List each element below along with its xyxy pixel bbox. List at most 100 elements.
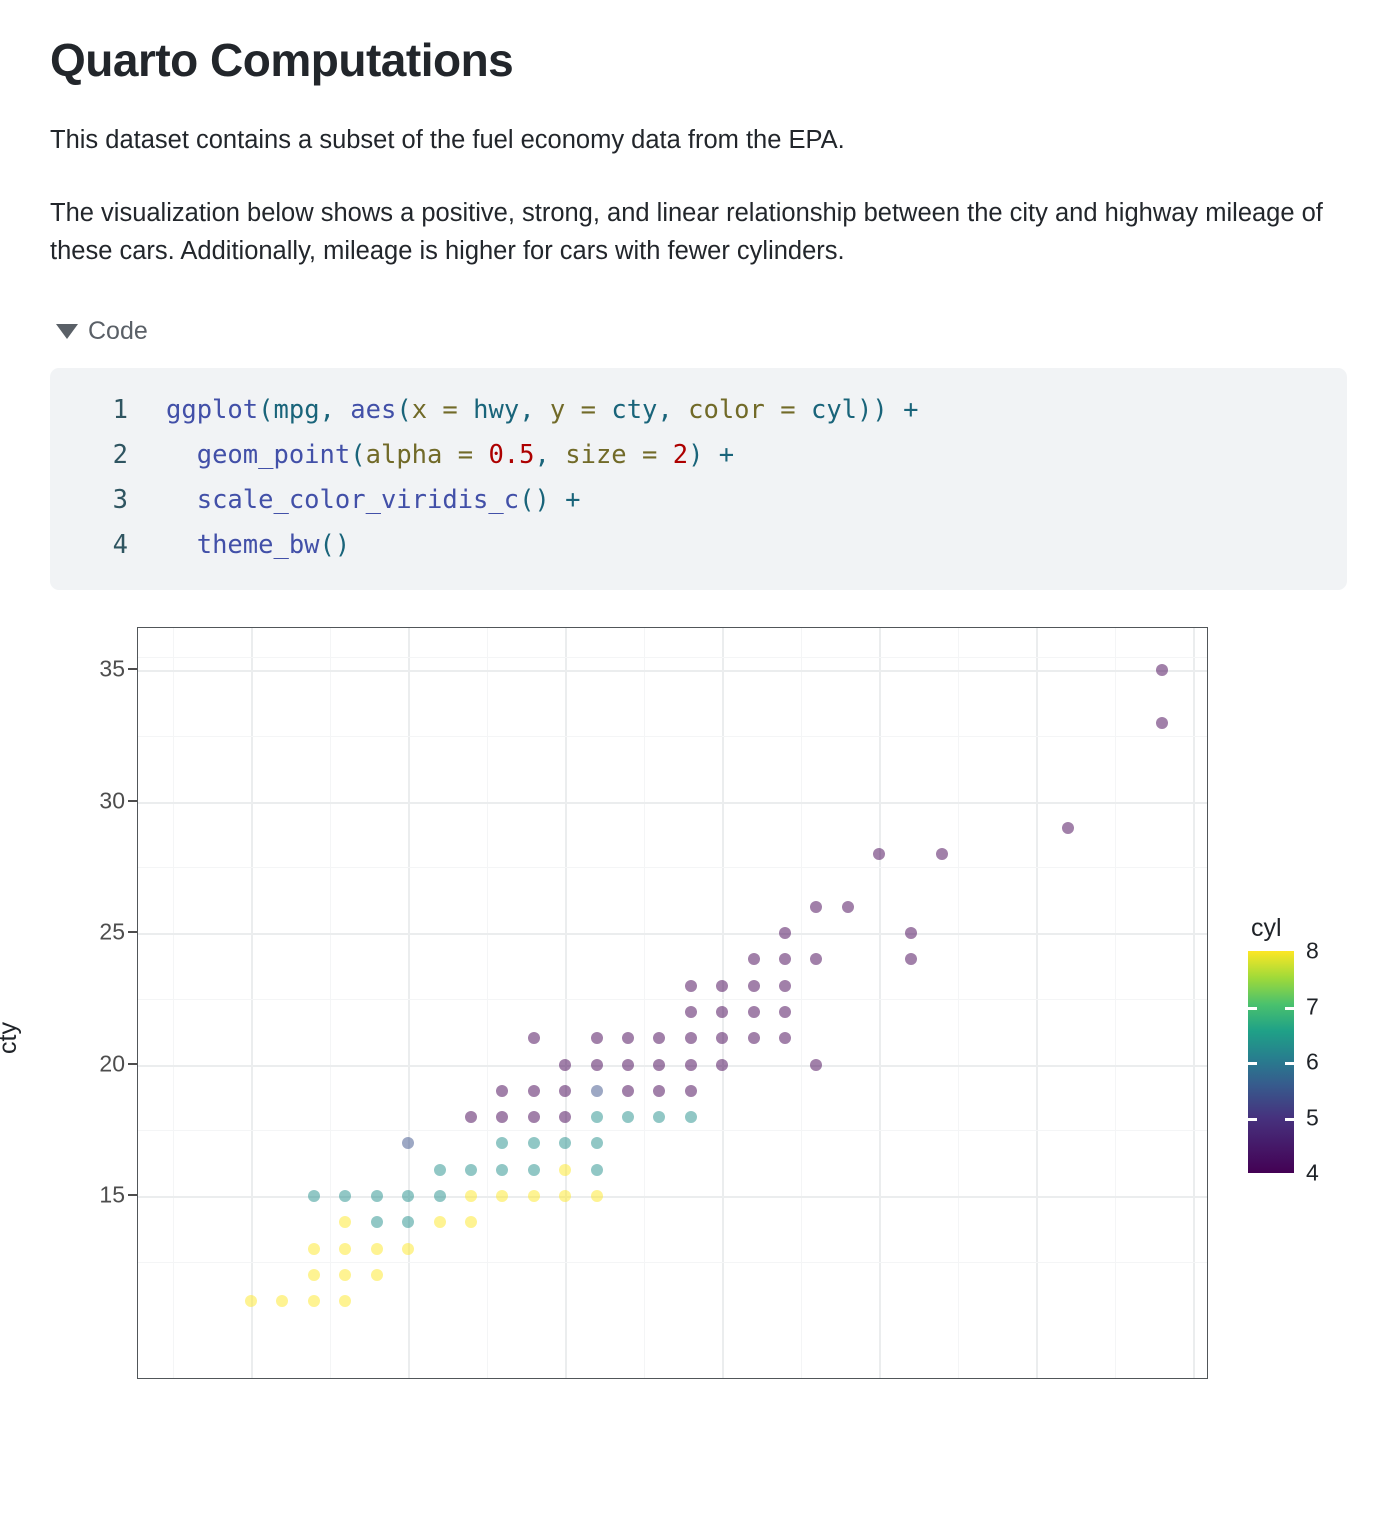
colorbar-tick-label: 6 (1306, 1048, 1319, 1075)
scatter-point (433, 1163, 446, 1176)
gridline-vertical (565, 628, 568, 1379)
y-axis-tick-label: 30 (99, 787, 125, 814)
code-line-number: 1 (112, 395, 128, 426)
scatter-point (747, 953, 760, 966)
plot-panel (137, 627, 1208, 1380)
gridline-horizontal (138, 998, 1207, 1000)
gridline-horizontal (138, 1064, 1207, 1067)
scatter-point (778, 1006, 791, 1019)
code-fold-label: Code (88, 317, 148, 346)
colorbar-tick-label: 5 (1306, 1104, 1319, 1131)
scatter-point (339, 1295, 352, 1308)
intro-paragraph: This dataset contains a subset of the fu… (50, 125, 845, 154)
scatter-point (684, 1084, 697, 1097)
scatter-point (527, 1111, 540, 1124)
code-line-number: 3 (112, 485, 128, 516)
scatter-point (621, 1084, 634, 1097)
scatter-point (402, 1190, 415, 1203)
scatter-point (527, 1137, 540, 1150)
gridline-vertical (486, 628, 488, 1379)
scatter-point (245, 1295, 258, 1308)
scatter-point (778, 1032, 791, 1045)
gridline-vertical (251, 628, 254, 1379)
scatter-point (464, 1216, 477, 1229)
scatter-point (464, 1190, 477, 1203)
gridline-horizontal (138, 670, 1207, 673)
scatter-point (716, 1058, 729, 1071)
gridline-horizontal (138, 1261, 1207, 1263)
scatter-point (590, 1058, 603, 1071)
gridline-vertical (329, 628, 331, 1379)
scatter-point (307, 1268, 320, 1281)
scatter-point (527, 1190, 540, 1203)
scatter-point (716, 1006, 729, 1019)
scatter-point (370, 1216, 383, 1229)
scatter-point (559, 1190, 572, 1203)
description-paragraph: The visualization below shows a positive… (50, 198, 1323, 266)
code-line: 4 theme_bw() (50, 523, 1347, 568)
gridline-vertical (1036, 628, 1039, 1379)
gridline-horizontal (138, 1130, 1207, 1132)
scatter-point (778, 979, 791, 992)
colorbar-tick (1248, 1062, 1257, 1066)
scatter-point (527, 1163, 540, 1176)
y-axis-tick-mark (128, 799, 137, 802)
scatter-point (339, 1242, 352, 1255)
scatter-point (339, 1268, 352, 1281)
scatter-point (527, 1032, 540, 1045)
scatter-point (402, 1137, 415, 1150)
scatter-point (496, 1111, 509, 1124)
scatter-point (370, 1268, 383, 1281)
scatter-point (496, 1137, 509, 1150)
scatter-point (653, 1032, 666, 1045)
scatter-point (370, 1190, 383, 1203)
colorbar-tick-label: 4 (1306, 1159, 1319, 1186)
scatter-point (527, 1084, 540, 1097)
gridline-horizontal (138, 735, 1207, 737)
gridline-horizontal (138, 801, 1207, 804)
scatter-point (590, 1190, 603, 1203)
scatter-point (496, 1084, 509, 1097)
scatter-point (684, 1032, 697, 1045)
scatter-point (684, 1111, 697, 1124)
gridline-horizontal (138, 657, 1207, 659)
colorbar-tick (1285, 1062, 1294, 1066)
scatter-point (433, 1190, 446, 1203)
scatter-point (810, 1058, 823, 1071)
y-axis-tick-label: 25 (99, 918, 125, 945)
y-axis-tick-mark (128, 1194, 137, 1197)
code-line-number: 4 (112, 530, 128, 561)
legend-title: cyl (1251, 914, 1282, 943)
scatter-point (653, 1111, 666, 1124)
scatter-point (339, 1190, 352, 1203)
scatter-point (590, 1163, 603, 1176)
scatter-point (559, 1111, 572, 1124)
colorbar-legend: cyl 8 7 6 5 4 (1248, 914, 1388, 1186)
document-page: Quarto Computations This dataset contain… (0, 34, 1400, 591)
scatter-point (653, 1058, 666, 1071)
gridline-vertical (1193, 628, 1196, 1379)
scatter-point (464, 1111, 477, 1124)
gridline-vertical (879, 628, 882, 1379)
code-line: 2 geom_point(alpha = 0.5, size = 2) + (50, 433, 1347, 478)
colorbar-tick (1248, 1006, 1257, 1010)
scatter-point (810, 900, 823, 913)
y-axis-tick-mark (128, 1062, 137, 1065)
y-axis-tick-mark (128, 931, 137, 934)
scatter-point (433, 1216, 446, 1229)
code-line-text: geom_point(alpha = 0.5, size = 2) + (196, 440, 735, 471)
scatter-point (747, 979, 760, 992)
colorbar-tick-label: 7 (1306, 993, 1319, 1020)
scatter-point (1155, 664, 1168, 677)
scatter-point (339, 1216, 352, 1229)
gridline-vertical (643, 628, 645, 1379)
scatter-point (621, 1032, 634, 1045)
scatter-point (1155, 716, 1168, 729)
code-line-text: scale_color_viridis_c() + (196, 485, 581, 516)
code-block[interactable]: 1 ggplot(mpg, aes(x = hwy, y = cty, colo… (50, 368, 1347, 591)
scatter-point (496, 1190, 509, 1203)
scatter-point (778, 927, 791, 940)
code-fold-toggle[interactable]: Code (56, 317, 148, 346)
y-axis-tick-label: 35 (99, 655, 125, 682)
gridline-horizontal (138, 867, 1207, 869)
